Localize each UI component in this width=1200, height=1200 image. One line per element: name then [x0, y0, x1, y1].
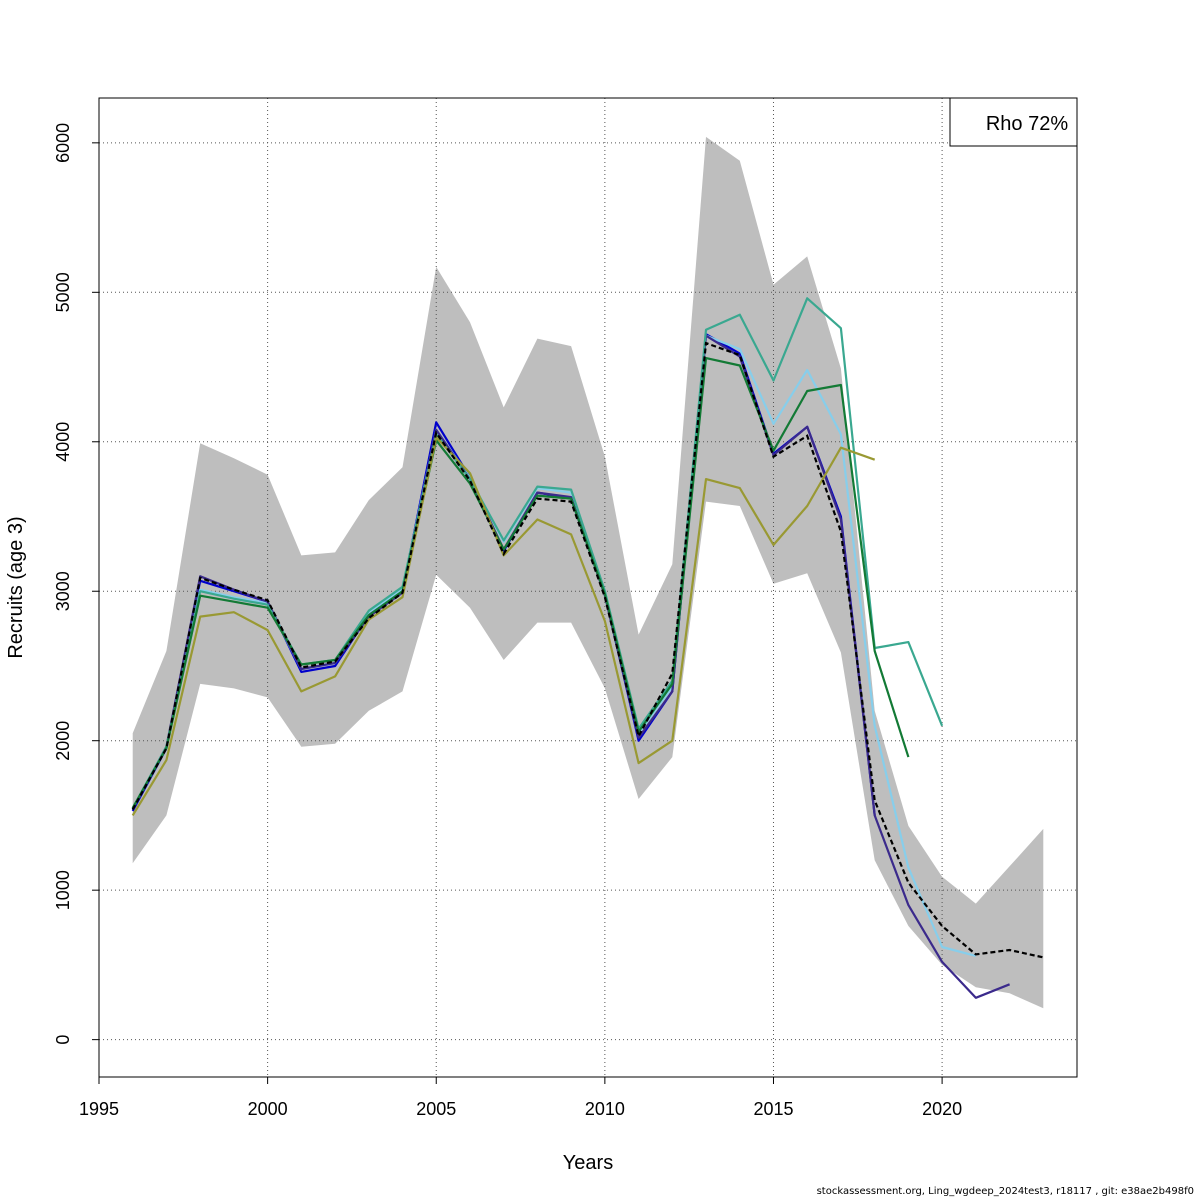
series-line-peel-5 [131, 357, 910, 809]
y-tick-label: 5000 [53, 272, 73, 312]
legend-box [949, 97, 1078, 147]
x-axis: 1995 2000 2005 2010 2015 2020 [79, 1076, 962, 1119]
grid-layer [98, 98, 1077, 1077]
series-layer [131, 297, 1044, 999]
x-tick-label: 1995 [79, 1099, 119, 1119]
x-tick-label: 2005 [416, 1099, 456, 1119]
confidence-band-layer [132, 136, 1044, 1009]
legend-rho-label: Rho 72% [986, 113, 1068, 135]
y-tick-label: 6000 [53, 123, 73, 163]
y-axis: 0 1000 2000 3000 4000 5000 6000 [53, 123, 100, 1045]
x-tick-label: 2010 [585, 1099, 625, 1119]
series-line-peel-4 [131, 297, 944, 809]
legend: Rho 72% [949, 97, 1078, 147]
y-tick-label: 1000 [53, 870, 73, 910]
y-tick-label: 0 [53, 1035, 73, 1045]
x-tick-label: 2020 [922, 1099, 962, 1119]
x-tick-label: 2000 [248, 1099, 288, 1119]
x-tick-label: 2015 [753, 1099, 793, 1119]
y-axis-title: Recruits (age 3) [5, 516, 27, 658]
footer-credit: stockassessment.org, Ling_wgdeep_2024tes… [816, 1186, 1194, 1197]
y-tick-label: 4000 [53, 422, 73, 462]
confidence-band [132, 136, 1044, 1009]
y-tick-label: 3000 [53, 571, 73, 611]
series-line-estimate [131, 341, 1044, 959]
x-axis-title: Years [563, 1152, 613, 1174]
y-tick-label: 2000 [53, 721, 73, 761]
